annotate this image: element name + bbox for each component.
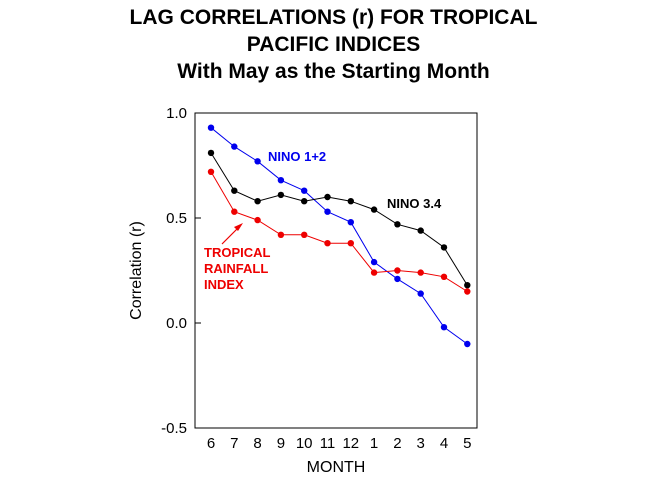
- data-point-nino-1-2: [464, 340, 471, 348]
- data-point-nino-3-4: [254, 198, 261, 205]
- x-tick-label: 2: [393, 435, 401, 452]
- x-tick-label: 4: [440, 435, 448, 452]
- data-point-nino-3-4: [394, 221, 401, 228]
- data-point-nino-3-4: [347, 198, 354, 205]
- title-line-1: LAG CORRELATIONS (r) FOR TROPICAL: [129, 6, 538, 29]
- data-point-nino-1-2: [370, 258, 378, 266]
- data-point-nino-3-4: [370, 206, 378, 213]
- data-point-nino-1-2: [440, 324, 448, 331]
- series-label-nino-3-4: NINO 3.4: [387, 196, 442, 211]
- data-point-nino-3-4: [440, 244, 448, 251]
- x-tick-label: 6: [207, 435, 215, 452]
- series-label-nino-1-2: NINO 1+2: [268, 149, 326, 164]
- x-tick-label: 9: [277, 435, 285, 452]
- y-tick-label: 0.5: [166, 210, 187, 227]
- data-point-nino-3-4: [231, 187, 238, 194]
- series-label-tropical-rainfall-index: TROPICAL: [204, 245, 271, 260]
- rainfall-arrow-head: [234, 223, 243, 231]
- plot-frame: [194, 112, 478, 429]
- data-point-nino-3-4: [207, 149, 215, 157]
- x-tick-label: 11: [320, 435, 336, 452]
- data-point-nino-3-4: [464, 282, 471, 289]
- series-label-tropical-rainfall-index: RAINFALL: [204, 261, 268, 276]
- data-point-nino-3-4: [301, 198, 308, 205]
- data-point-tropical-rainfall-index: [277, 231, 285, 238]
- series-line-nino-3-4: [210, 152, 468, 286]
- data-point-nino-1-2: [207, 124, 215, 131]
- x-tick-label: 8: [253, 435, 261, 452]
- data-point-tropical-rainfall-index: [394, 267, 401, 274]
- x-tick-label: 12: [342, 435, 359, 452]
- data-point-tropical-rainfall-index: [207, 168, 215, 175]
- data-point-tropical-rainfall-index: [231, 208, 238, 215]
- y-tick-label: 1.0: [166, 105, 187, 122]
- series-line-tropical-rainfall-index: [210, 171, 468, 292]
- data-point-tropical-rainfall-index: [254, 216, 261, 224]
- data-point-nino-3-4: [324, 193, 331, 201]
- data-point-nino-1-2: [254, 158, 261, 165]
- data-point-nino-1-2: [417, 290, 424, 297]
- series-label-tropical-rainfall-index: INDEX: [204, 277, 244, 292]
- data-point-nino-1-2: [301, 187, 308, 194]
- data-point-nino-1-2: [231, 143, 238, 150]
- data-point-tropical-rainfall-index: [370, 269, 378, 276]
- data-point-nino-3-4: [417, 227, 424, 234]
- data-point-nino-1-2: [394, 275, 401, 283]
- data-point-nino-1-2: [277, 177, 285, 184]
- x-tick-label: 7: [230, 435, 238, 452]
- x-tick-label: 3: [417, 435, 425, 452]
- x-tick-label: 1: [370, 435, 378, 452]
- chart-title: LAG CORRELATIONS (r) FOR TROPICAL PACIFI…: [0, 4, 667, 85]
- title-line-2: PACIFIC INDICES: [246, 33, 421, 56]
- title-line-3: With May as the Starting Month: [177, 60, 490, 83]
- data-point-nino-1-2: [347, 219, 354, 226]
- data-point-tropical-rainfall-index: [324, 240, 331, 247]
- y-tick-label: -0.5: [161, 420, 187, 437]
- data-point-nino-3-4: [277, 191, 285, 199]
- x-tick-label: 10: [296, 435, 313, 452]
- y-axis-label: Correlation (r): [128, 221, 145, 320]
- y-tick-label: 0.0: [166, 315, 187, 332]
- data-point-tropical-rainfall-index: [347, 240, 354, 247]
- data-point-nino-1-2: [324, 208, 331, 215]
- series-line-nino-1-2: [210, 127, 468, 345]
- data-point-tropical-rainfall-index: [301, 231, 308, 238]
- data-point-tropical-rainfall-index: [417, 269, 424, 276]
- data-point-tropical-rainfall-index: [464, 288, 471, 295]
- x-tick-label: 5: [463, 435, 471, 452]
- data-point-tropical-rainfall-index: [440, 273, 448, 280]
- x-axis-label: MONTH: [307, 459, 366, 476]
